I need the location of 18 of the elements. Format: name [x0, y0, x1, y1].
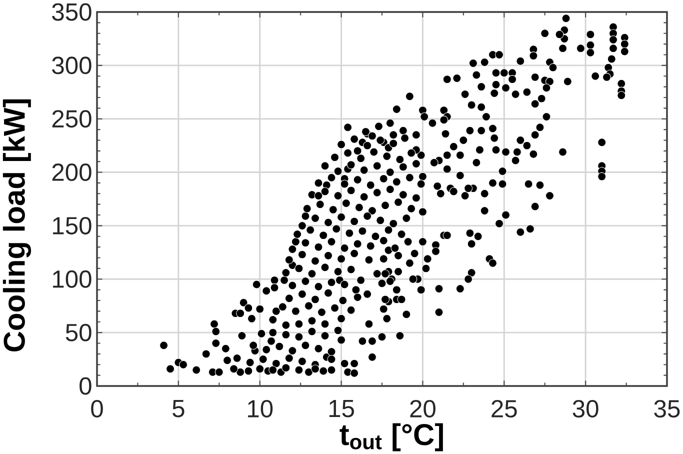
y-tick-label: 50	[66, 324, 92, 342]
x-tick-label: 25	[492, 400, 517, 418]
y-tick-label: 300	[52, 56, 92, 74]
x-tick-label: 0	[91, 400, 103, 418]
y-axis-title: Cooling load [kW]	[2, 99, 32, 352]
y-tick-label: 350	[52, 3, 92, 21]
x-tick-label: 15	[329, 400, 354, 418]
y-tick-label: 100	[53, 270, 92, 288]
x-tick-label: 20	[410, 400, 436, 418]
x-axis-title: t$_{out}$ [°C]	[340, 423, 443, 452]
x-tick-label: 5	[172, 400, 184, 418]
y-tick-label: 250	[52, 110, 92, 128]
x-tick-label: 10	[248, 400, 273, 418]
y-tick-label: 0	[80, 377, 92, 395]
y-tick-label: 200	[52, 164, 92, 182]
x-tick-label: 30	[572, 400, 598, 418]
x-tick-label: 35	[654, 400, 680, 418]
y-tick-label: 150	[53, 216, 92, 234]
